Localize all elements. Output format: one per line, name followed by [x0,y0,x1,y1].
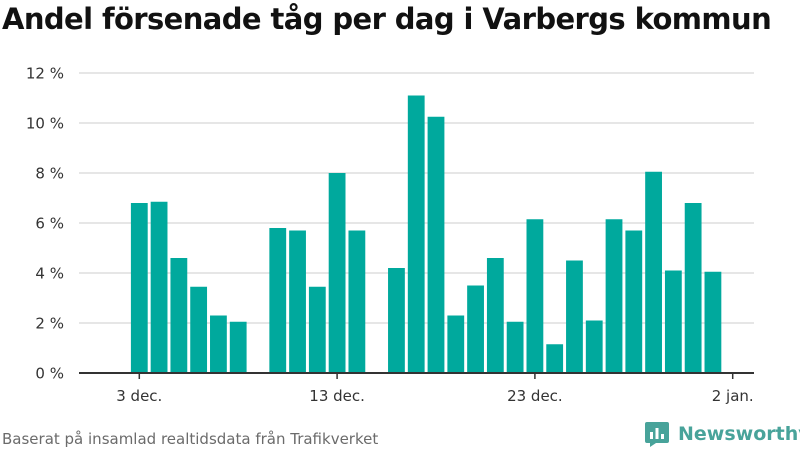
bar [546,344,564,373]
bar [130,203,148,373]
bar [625,230,643,373]
bar [506,321,524,373]
y-tick-label: 4 % [35,265,64,283]
bar [486,258,504,373]
bar [308,286,326,373]
x-tick-label: 2 jan. [712,387,754,405]
bar [348,230,366,373]
bar [664,270,682,373]
bar [605,219,623,373]
y-tick-label: 6 % [35,215,64,233]
bar [210,315,227,373]
y-tick-label: 0 % [35,365,64,383]
bar [427,116,445,373]
bar [684,203,702,373]
x-tick-label: 23 dec. [507,387,563,405]
bar [526,219,544,373]
bar [704,271,722,373]
bar [150,201,168,373]
x-tick-label: 3 dec. [116,387,162,405]
bar [645,171,662,373]
bar [170,258,188,373]
bar [328,173,346,373]
newsworthy-logo-icon [645,422,669,447]
bar [289,230,306,373]
bar [229,321,247,373]
bar [566,260,583,373]
y-tick-label: 12 % [26,65,64,83]
bar [585,320,603,373]
bar [407,95,425,373]
newsworthy-logo: Newsworthy [644,421,800,447]
bar [388,268,405,373]
y-tick-label: 2 % [35,315,64,333]
bar [447,315,465,373]
source-note: Baserat på insamlad realtidsdata från Tr… [2,430,379,448]
chart-title: Andel försenade tåg per dag i Varbergs k… [2,2,772,36]
bar [269,228,287,373]
brand-name: Newsworthy [678,423,800,445]
y-tick-label: 10 % [26,115,64,133]
bar [190,286,208,373]
y-tick-label: 8 % [35,165,64,183]
x-tick-label: 13 dec. [309,387,365,405]
bar [467,285,484,373]
